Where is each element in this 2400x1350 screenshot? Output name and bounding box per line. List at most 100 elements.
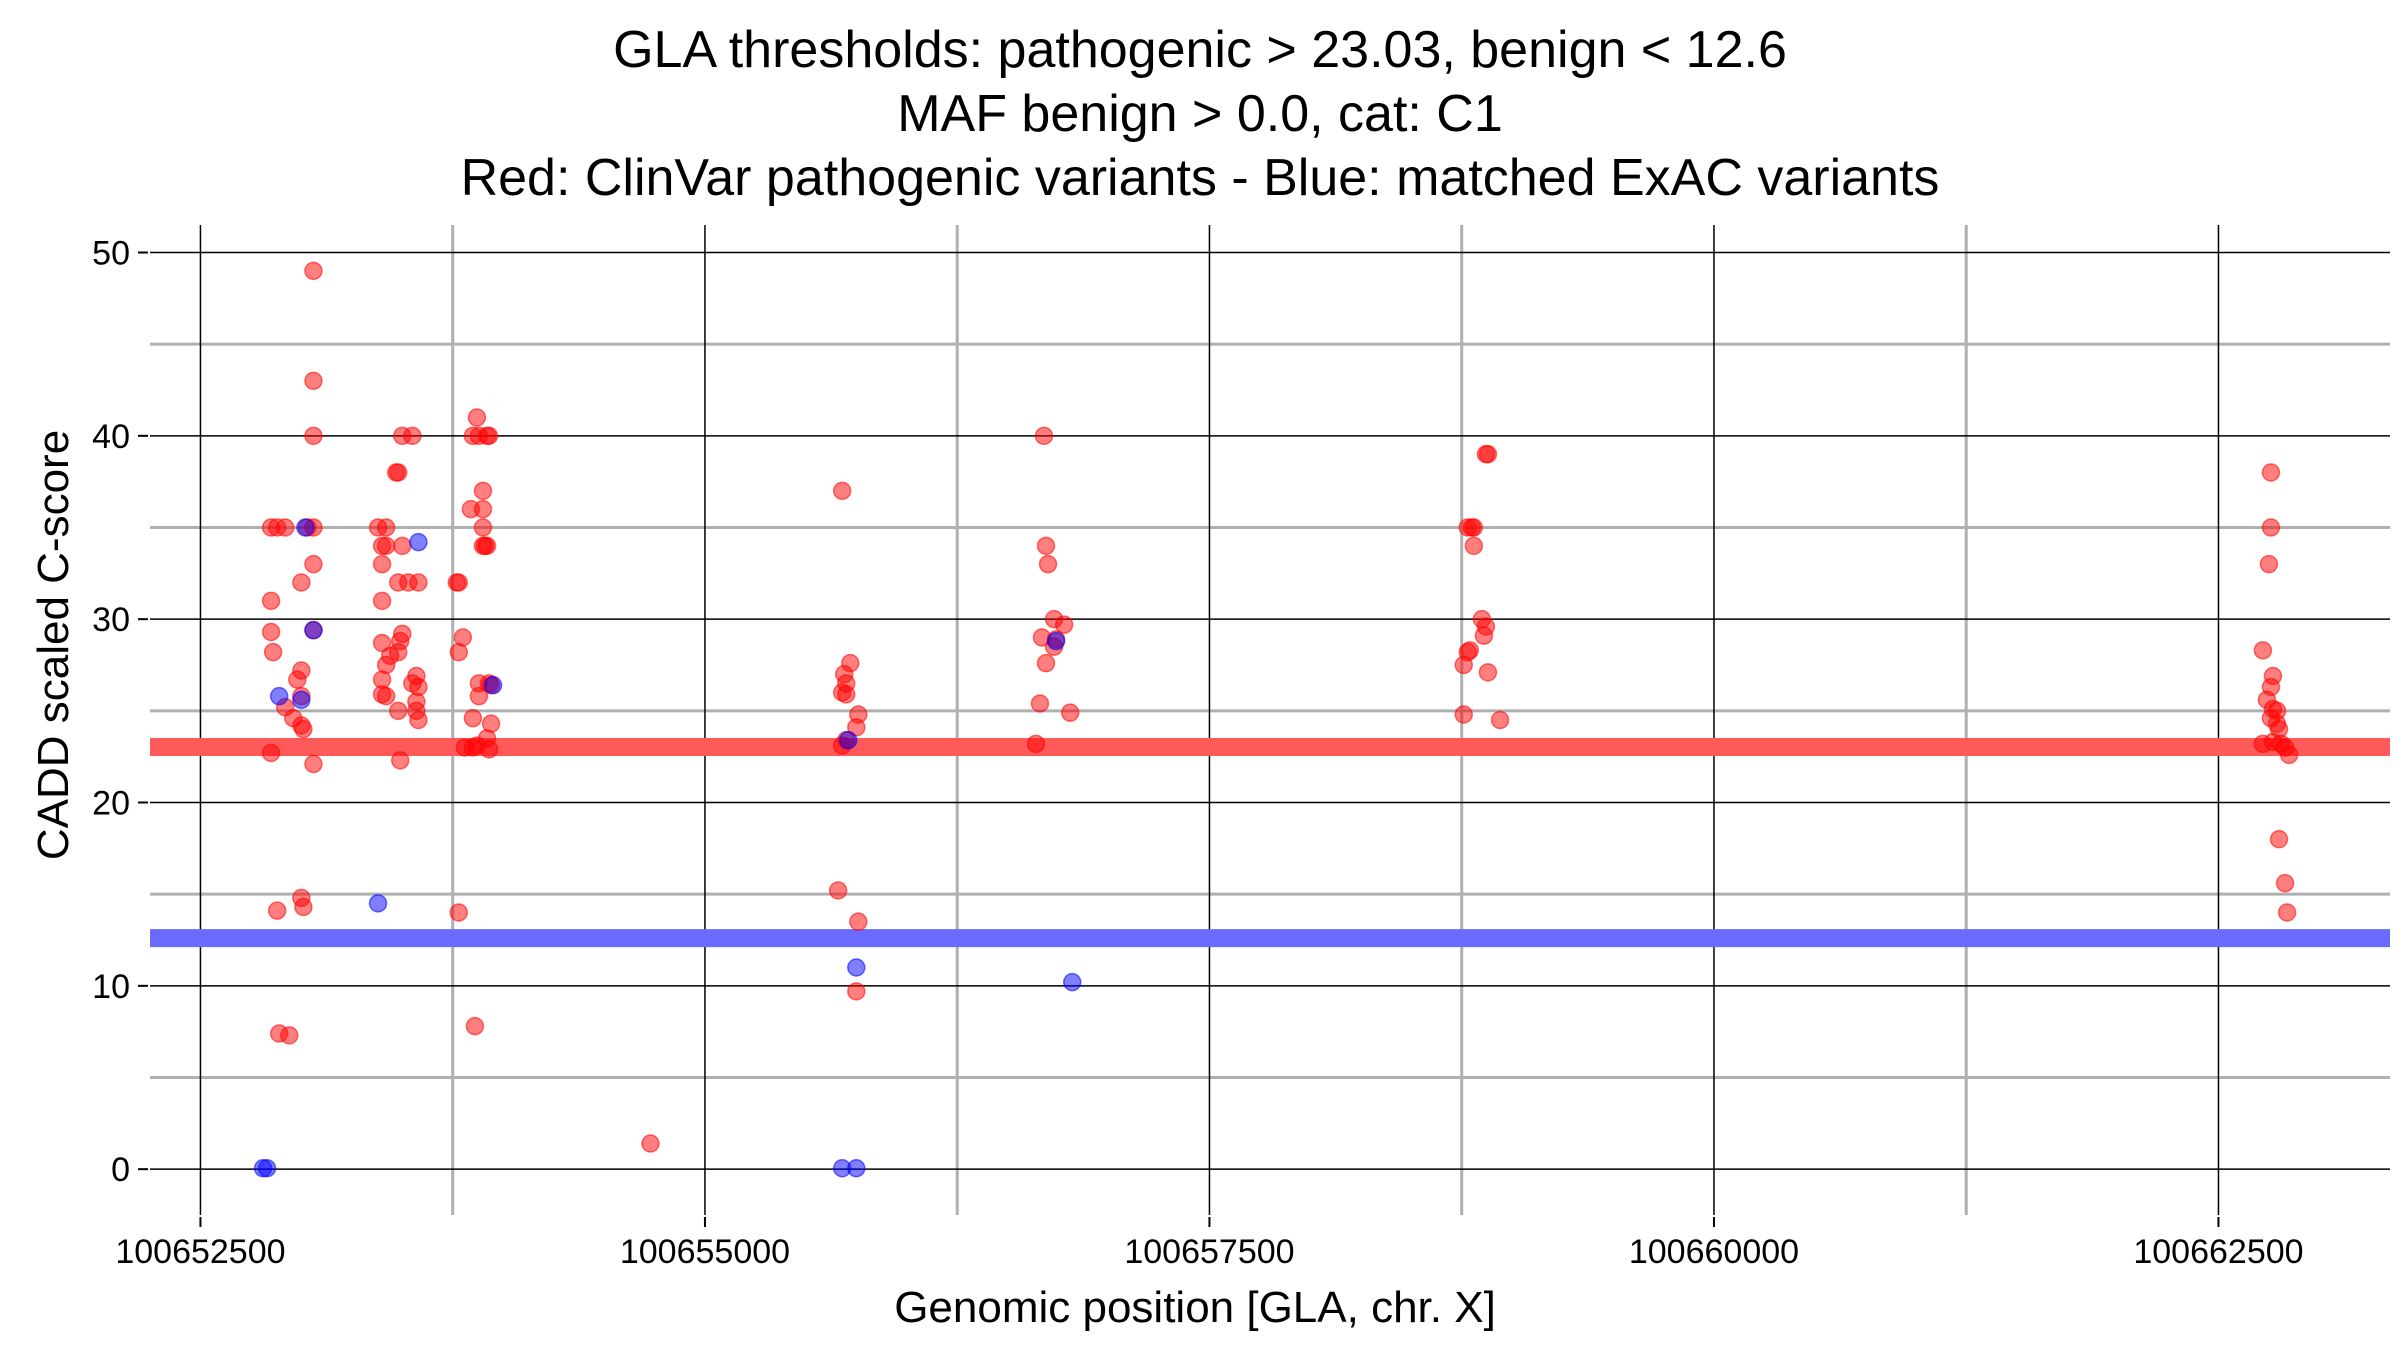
point-pathogenic <box>1038 554 1058 574</box>
point-pathogenic <box>465 1016 485 1036</box>
point-pathogenic <box>372 591 392 611</box>
major-grid <box>150 225 2390 1215</box>
x-tick-label: 100655000 <box>620 1233 790 1271</box>
point-pathogenic <box>279 1026 299 1045</box>
point-pathogenic <box>479 426 499 446</box>
point-pathogenic <box>2275 873 2295 893</box>
title-line-3: Red: ClinVar pathogenic variants - Blue:… <box>460 149 1940 207</box>
point-pathogenic <box>1454 705 1473 724</box>
point-pathogenic <box>275 518 295 537</box>
point-exac <box>483 675 503 695</box>
point-pathogenic <box>376 518 396 537</box>
point-pathogenic <box>261 591 281 611</box>
point-pathogenic <box>836 685 856 704</box>
point-pathogenic <box>828 881 848 900</box>
point-pathogenic <box>2269 829 2289 849</box>
point-exac <box>847 1159 866 1178</box>
point-pathogenic <box>1490 710 1510 730</box>
point-pathogenic <box>304 426 323 446</box>
title-line-1: GLA thresholds: pathogenic > 23.03, beni… <box>613 21 1787 79</box>
y-axis: 0 10 20 30 40 50 <box>92 235 148 1189</box>
x-axis-title: Genomic position [GLA, chr. X] <box>894 1283 1496 1332</box>
point-pathogenic <box>304 261 323 281</box>
point-pathogenic <box>376 686 396 706</box>
point-pathogenic <box>2279 745 2299 765</box>
x-tick-label: 100660000 <box>1629 1233 1799 1271</box>
point-pathogenic <box>376 536 396 556</box>
y-tick-label: 40 <box>92 418 130 456</box>
point-exac <box>838 730 858 750</box>
point-pathogenic <box>1478 444 1498 464</box>
point-exac <box>257 1159 277 1178</box>
point-pathogenic <box>2261 463 2281 482</box>
point-pathogenic <box>388 701 408 721</box>
point-pathogenic <box>393 536 412 556</box>
point-pathogenic <box>261 743 281 763</box>
point-pathogenic <box>473 481 493 501</box>
point-pathogenic <box>388 642 408 662</box>
point-pathogenic <box>473 518 493 537</box>
threshold-lines <box>150 737 2390 948</box>
point-pathogenic <box>294 897 313 917</box>
point-pathogenic <box>1054 615 1074 634</box>
point-pathogenic <box>847 982 866 1001</box>
data-points <box>253 261 2299 1178</box>
point-pathogenic <box>477 536 497 556</box>
series-pathogenic <box>261 261 2299 1153</box>
y-axis-title: CADD scaled C-score <box>29 430 78 860</box>
point-pathogenic <box>1464 518 1484 537</box>
x-tick-label: 100657500 <box>1124 1233 1294 1271</box>
point-pathogenic <box>1454 655 1473 675</box>
x-tick-label: 100662500 <box>2133 1233 2303 1271</box>
y-tick-label: 20 <box>92 785 130 823</box>
point-exac <box>1062 972 1082 992</box>
chart-title: GLA thresholds: pathogenic > 23.03, beni… <box>0 18 2400 210</box>
point-pathogenic <box>467 408 487 427</box>
point-pathogenic <box>388 463 408 482</box>
y-tick-label: 10 <box>92 968 130 1006</box>
point-pathogenic <box>390 751 410 770</box>
y-tick-label: 50 <box>92 235 130 273</box>
series-exac <box>253 518 1082 1178</box>
point-pathogenic <box>267 901 287 920</box>
point-exac <box>368 894 388 913</box>
point-exac <box>269 686 289 706</box>
point-exac <box>1046 631 1066 651</box>
x-tick-label: 100652500 <box>115 1233 285 1271</box>
point-exac <box>847 958 866 977</box>
point-pathogenic <box>1060 703 1080 722</box>
point-exac <box>304 620 323 640</box>
point-pathogenic <box>2259 554 2279 574</box>
point-pathogenic <box>2261 518 2281 537</box>
point-pathogenic <box>479 740 499 759</box>
point-pathogenic <box>641 1134 660 1153</box>
point-pathogenic <box>1026 734 1046 754</box>
point-pathogenic <box>372 554 392 574</box>
point-pathogenic <box>1036 653 1056 673</box>
point-pathogenic <box>449 642 469 662</box>
point-pathogenic <box>261 622 281 642</box>
point-pathogenic <box>1464 536 1484 556</box>
point-pathogenic <box>832 481 852 501</box>
point-exac <box>296 518 315 537</box>
point-pathogenic <box>469 686 489 706</box>
point-exac <box>409 532 428 552</box>
point-pathogenic <box>2253 641 2273 660</box>
point-pathogenic <box>1034 426 1054 446</box>
point-pathogenic <box>409 573 428 592</box>
point-pathogenic <box>1036 536 1056 556</box>
point-pathogenic <box>2277 903 2297 922</box>
point-pathogenic <box>292 573 311 592</box>
point-pathogenic <box>294 719 313 739</box>
y-tick-label: 30 <box>92 601 130 639</box>
point-pathogenic <box>288 670 307 689</box>
point-pathogenic <box>403 426 422 446</box>
point-pathogenic <box>263 642 283 662</box>
title-line-2: MAF benign > 0.0, cat: C1 <box>897 85 1503 143</box>
point-pathogenic <box>1030 694 1050 713</box>
point-pathogenic <box>409 710 428 730</box>
point-pathogenic <box>449 903 469 922</box>
point-pathogenic <box>304 754 323 774</box>
